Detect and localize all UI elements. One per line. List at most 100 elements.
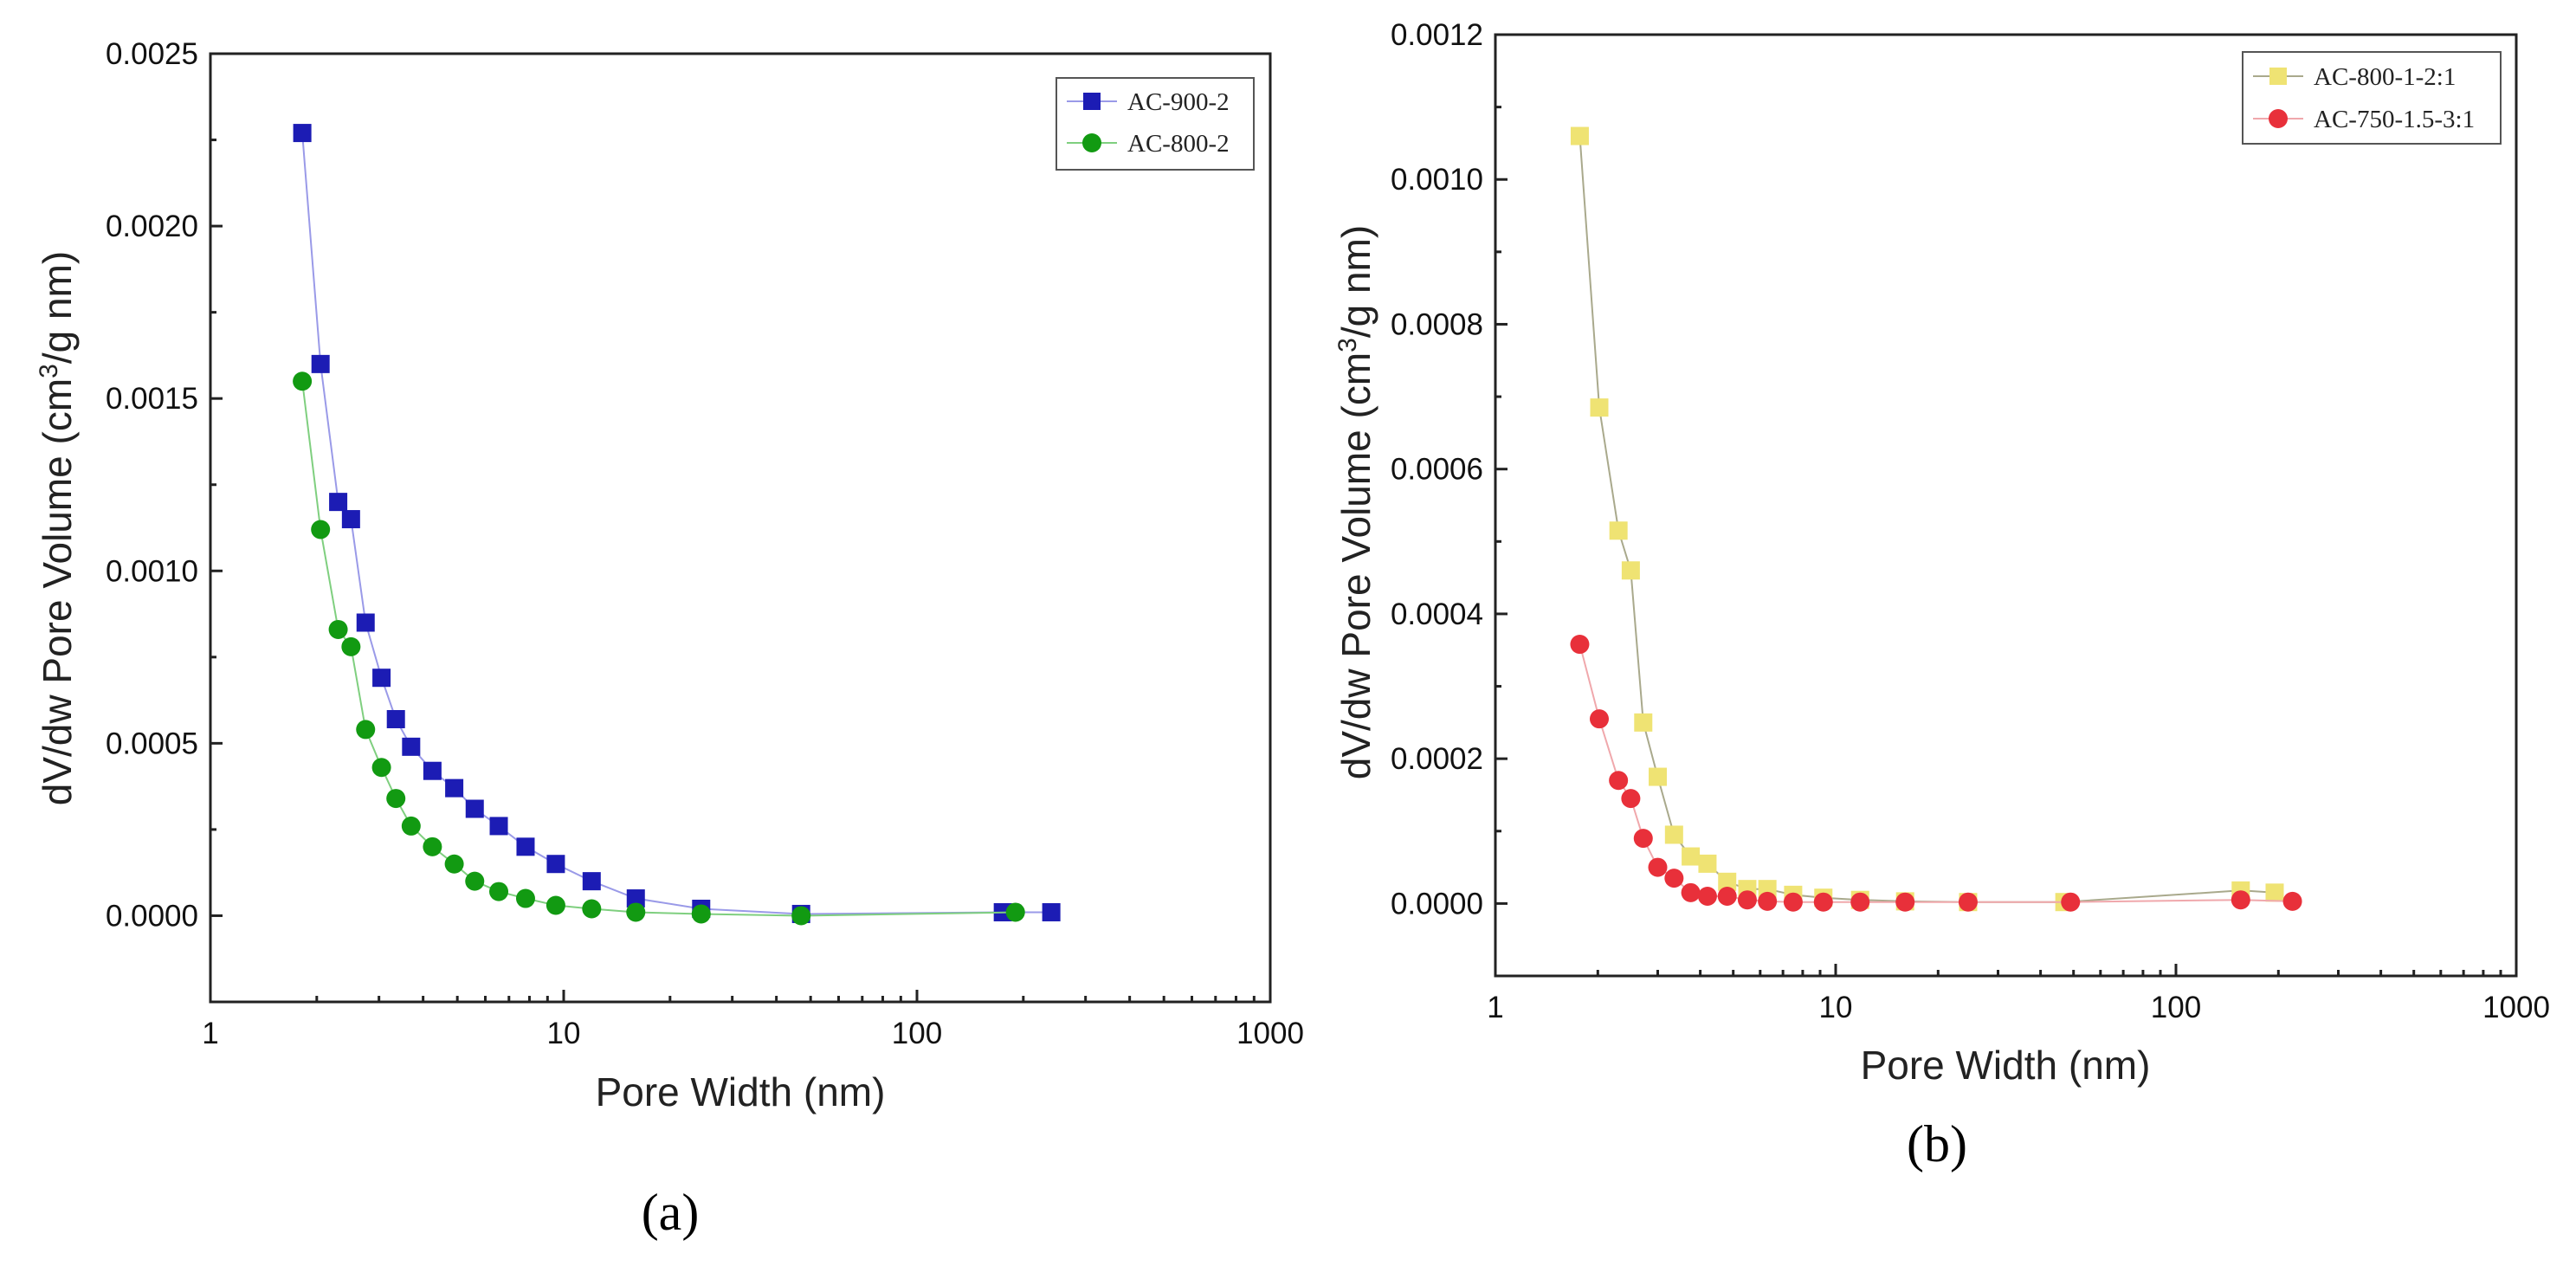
panel-a-series-1-point [386,789,406,809]
panel-b-plot-frame [1494,33,2518,978]
panel-a-series-1-point [691,904,711,924]
panel-b-series-0-point [1570,126,1589,145]
panel-b-series-0-point [1621,561,1640,580]
panel-a-series-0-point [626,889,645,908]
panel-b-series-1-point [2282,891,2302,911]
panel-b-series-1-point [1717,887,1737,907]
panel-b-y-tick-label: 0.0006 [1391,453,1483,487]
panel-b-legend: AC-800-1-2:1 AC-750-1.5-3:1 [2242,51,2502,145]
panel-b-x-tick-label: 1000 [2482,991,2550,1024]
panel-b-series-1-point [1758,891,1778,911]
panel-a-series-0-point [546,855,565,874]
panel-b-series-1-point [1958,892,1978,912]
panel-b-series-0-point [1664,825,1683,844]
panel-b-series-0-point [1649,767,1668,786]
panel-a-x-tick-label: 1 [202,1017,218,1050]
panel-a-series-0-point [465,799,484,818]
panel-a-label: (a) [642,1184,700,1241]
panel-b-series-1-point [1609,771,1629,791]
panel-a-y-axis-title: dV/dw Pore Volume (cm3/g nm) [35,251,81,805]
panel-b-series-1-point [1621,789,1641,809]
panel-a-series-0-point [341,510,360,529]
panel-a-series-0-line [301,132,1052,915]
panel-a-x-axis-title: Pore Width (nm) [596,1069,886,1114]
panel-a-legend: AC-900-2 AC-800-2 [1056,77,1255,171]
panel-a-plot-frame [209,52,1272,1004]
panel-a-gridlayer: 1 10 100 1000 0.0000 0.0005 0.0010 0.0015 0.0020… [106,37,1304,1050]
panel-a-legend-marker-ac800 [1082,133,1101,152]
panel-a-series-1-point [515,888,535,908]
panel-b-y-tick-label: 0.0002 [1391,742,1483,776]
panel-b-y-tick-label: 0.0012 [1391,18,1483,52]
panel-b-series-layer [1570,126,2302,912]
panel-a-series-1-point [293,371,313,391]
panel-a-series-1-point [582,899,602,919]
panel-a-series-0-point [1042,902,1061,921]
panel-a-series-0-point [402,737,421,756]
panel-b-y-tick-label: 0.0010 [1391,163,1483,197]
panel-b-x-tick-label: 10 [1819,991,1853,1024]
panel-a-y-tick-label: 0.0010 [106,554,198,588]
panel-a-series-0-point [582,872,601,891]
panel-b-series-1-point [1783,892,1803,912]
panel-b-y-tick-label: 0.0008 [1391,307,1483,341]
panel-b-gridlayer: 1 10 100 1000 0.0000 0.0002 0.0004 0.0006 0.0008… [1391,18,2550,1024]
panel-b-x-tick-label: 100 [2151,991,2201,1024]
panel-a-series-0-point [516,837,535,856]
panel-a-series-layer [293,124,1061,926]
panel-b-series-1-point [1590,709,1610,729]
panel-a-series-1-point [401,816,421,836]
panel-a-series-0-point [445,778,464,798]
panel-b-y-axis-title-main: dV/dw Pore Volume (cm [1333,352,1378,779]
panel-b-series-1-point [1648,857,1668,877]
panel-b-series-1-point [2231,890,2250,910]
panel-a-series-1-point [1005,902,1025,922]
panel-a-series-1-point [328,619,348,639]
panel-b-series-1-point [1850,892,1870,912]
panel-a-y-tick-label: 0.0020 [106,210,198,243]
panel-b-series-1-point [2061,892,2081,912]
panel-a-y-tick-label: 0.0000 [106,899,198,933]
panel-b-series-0-point [1634,713,1653,732]
panel-a-series-0-point [386,709,405,728]
panel-a-series-1-point [444,854,464,874]
panel-b-legend-label-ac800: AC-800-1-2:1 [2314,63,2456,91]
panel-a-series-1-point [311,520,331,539]
panel-a-x-tick-label: 100 [892,1017,942,1050]
panel-a-series-1-point [356,720,376,740]
panel-a-series-1-point [489,882,509,901]
panel-a-series-0-point [311,354,330,373]
panel-a-series-1-point [465,871,485,891]
panel-b-series-1-point [1681,882,1701,902]
panel-a-series-1-point [371,758,391,778]
panel-a-series-0-point [293,124,312,143]
panel-a-series-0-point [489,817,508,836]
panel-a-legend-marker-ac900 [1083,93,1101,110]
panel-b-series-1-point [1570,635,1590,655]
panel-a-series-0-point [356,613,375,632]
panel-a-x-tick-label: 1000 [1236,1017,1304,1050]
panel-b-y-axis-title: dV/dw Pore Volume (cm3/g nm) [1333,225,1379,779]
panel-a-y-axis-title-sup: 3 [35,364,63,378]
panel-b-y-axis-title-tail: /g nm) [1333,225,1378,338]
panel-b-x-tick-label: 1 [1487,991,1503,1024]
panel-b-series-1-point [1737,890,1757,910]
panel-b-y-tick-label: 0.0004 [1391,598,1483,631]
panel-b-series-0-point [1682,847,1701,866]
panel-a-series-1-point [791,906,811,926]
panel-b-series-0-point [2265,883,2284,902]
panel-a-series-1-point [341,636,361,656]
panel-a-x-tick-label: 10 [547,1017,581,1050]
panel-b-legend-marker-ac800 [2269,68,2287,85]
panel-b-series-1-point [1664,869,1684,888]
panel-b-y-axis-title-sup: 3 [1333,338,1362,352]
panel-b-series-1-point [1895,892,1915,912]
panel-a-chart: 1 10 100 1000 0.0000 0.0005 0.0010 0.0015 0.0020… [35,37,1304,1241]
panel-a-legend-label-ac900: AC-900-2 [1127,88,1230,116]
panel-a-series-1-line [301,381,1016,917]
panel-b-series-0-point [1609,521,1628,540]
panel-b-legend-label-ac750: AC-750-1.5-3:1 [2314,106,2475,133]
panel-b-series-1-point [1633,829,1653,849]
panel-a-y-axis-title-main: dV/dw Pore Volume (cm [35,378,80,805]
